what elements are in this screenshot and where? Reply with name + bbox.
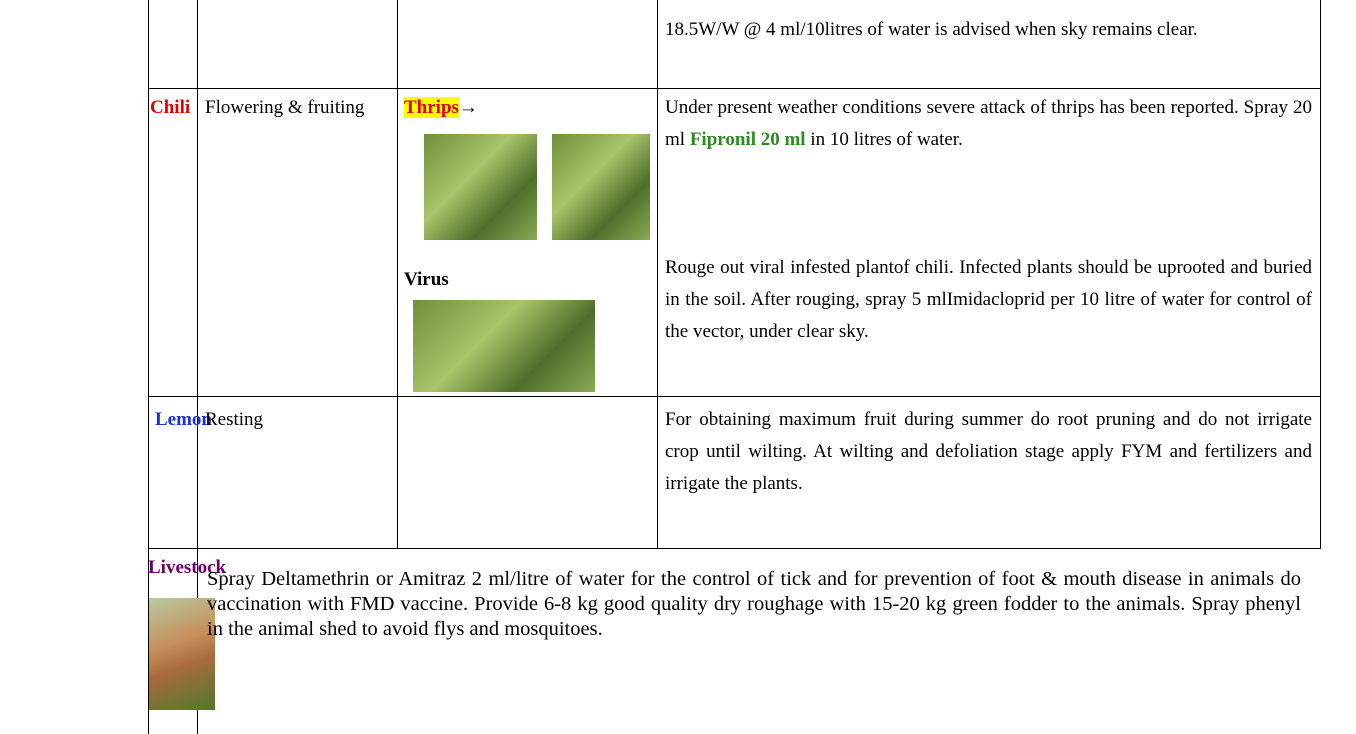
thrips-photo [552,134,650,240]
crop: Lemon [155,404,212,436]
border [1320,0,1321,548]
pest-label: Thrips→ [404,92,478,124]
advice: Under present weather conditions severe … [665,92,1312,156]
advice: For obtaining maximum fruit during summe… [665,404,1312,500]
pest: Thrips [404,97,459,118]
arrow: → [459,97,478,118]
stage: Flowering & fruiting [205,92,385,124]
advice: Rouge out viral infested plantof chili. … [665,252,1312,348]
border [148,396,1321,397]
border [148,548,1321,549]
advice: 18.5W/W @ 4 ml/10litres of water is advi… [665,14,1312,46]
livestock-photo [149,598,215,710]
virus-photo [413,300,595,392]
crop: Chili [150,92,190,124]
chemical: Fipronil 20 ml [690,129,806,150]
thrips-photo [424,134,537,240]
advice: Spray Deltamethrin or Amitraz 2 ml/litre… [207,567,1301,642]
stage: Resting [205,404,263,436]
pest: Virus [404,264,449,296]
page: 18.5W/W @ 4 ml/10litres of water is advi… [0,0,1356,734]
text: in 10 litres of water. [810,129,963,150]
border [657,0,658,548]
border [148,88,1321,89]
border [397,0,398,548]
